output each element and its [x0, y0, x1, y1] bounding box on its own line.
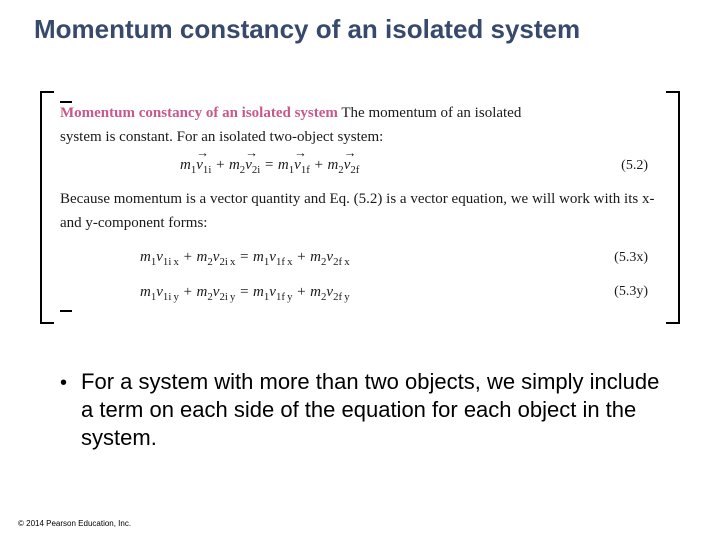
- definition-lead-2: system is constant. For an isolated two-…: [60, 129, 383, 145]
- definition-lead: Momentum constancy of an isolated system…: [60, 101, 660, 149]
- equation-x-number: (5.3x): [614, 247, 648, 269]
- definition-mid-text: Because momentum is a vector quantity an…: [60, 187, 660, 235]
- equation-y-number: (5.3y): [614, 281, 648, 303]
- equation-main: m1v1i + m2v2i = m1v1f + m2v2f: [180, 153, 359, 179]
- bullet-item: • For a system with more than two object…: [60, 368, 666, 452]
- bullet-dot-icon: •: [60, 368, 67, 452]
- equation-x-row: m1v1i x + m2v2i x = m1v1f x + m2v2f x (5…: [60, 241, 660, 275]
- equation-main-number: (5.2): [621, 155, 648, 177]
- definition-box: Momentum constancy of an isolated system…: [40, 91, 680, 324]
- definition-lead-1: The momentum of an isolated: [338, 105, 521, 121]
- copyright-text: © 2014 Pearson Education, Inc.: [18, 519, 131, 528]
- equation-y: m1v1i y + m2v2i y = m1v1f y + m2v2f y: [140, 280, 350, 306]
- definition-heading: Momentum constancy of an isolated system: [60, 105, 338, 121]
- equation-main-row: m1v1i + m2v2i = m1v1f + m2v2f (5.2): [60, 149, 660, 183]
- equation-y-row: m1v1i y + m2v2i y = m1v1f y + m2v2f y (5…: [60, 276, 660, 310]
- equation-x: m1v1i x + m2v2i x = m1v1f x + m2v2f x: [140, 245, 350, 271]
- slide-title: Momentum constancy of an isolated system: [0, 0, 720, 45]
- bullet-text: For a system with more than two objects,…: [81, 368, 666, 452]
